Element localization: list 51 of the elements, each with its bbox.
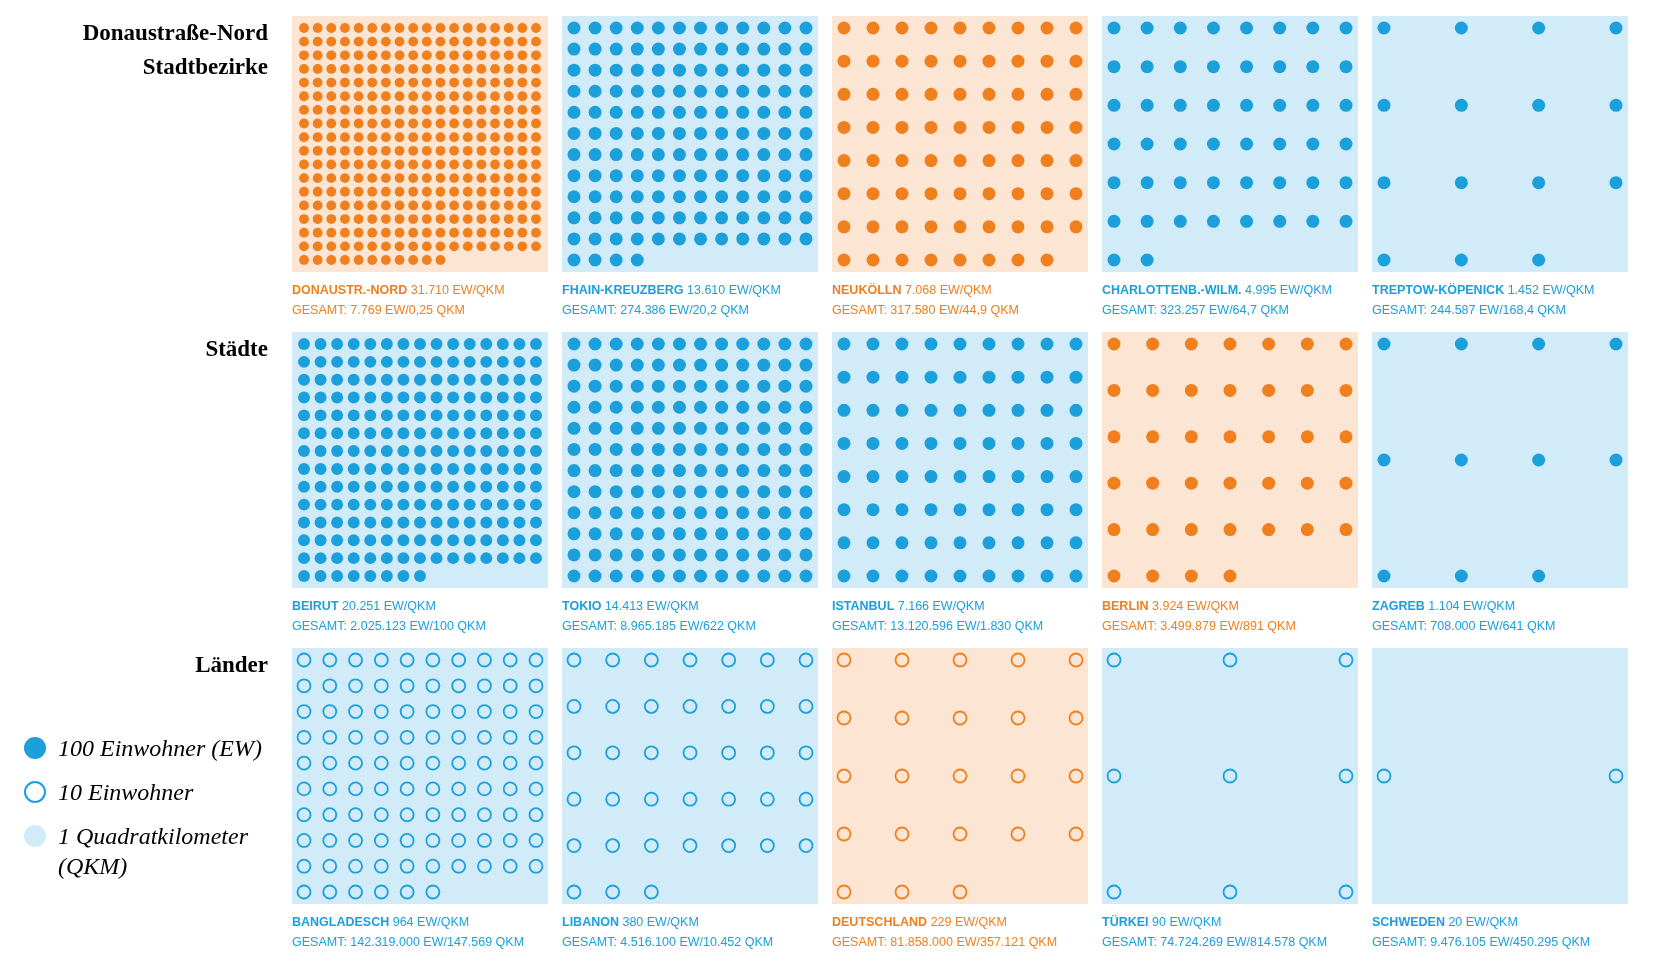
text: GESAMT: 317.580 EW/44,9 QKM (832, 302, 1020, 319)
data-label: 14.413 EW/QKM (604, 599, 699, 613)
text: GESAMT: 708.000 EW/641 QKM (1372, 618, 1557, 635)
data-label: 4.995 EW/QKM (1245, 283, 1332, 297)
category-label: DEUTSCHLAND (832, 915, 928, 929)
category-label: NEUKÖLLN (832, 283, 902, 297)
data-label: 1.452 EW/QKM (1507, 283, 1595, 297)
text: Donaustraße-Nord Stadtbezirke (81, 19, 268, 81)
data-label: 229 EW/QKM (930, 915, 1008, 929)
text: GESAMT: 74.724.269 EW/814.578 QKM (1102, 934, 1329, 951)
text: GESAMT: 274.386 EW/20,2 QKM (562, 302, 750, 319)
text: 10 Einwohner (58, 778, 194, 807)
text: 1 Quadratkilometer (QKM) (58, 822, 249, 881)
text: GESAMT: 13.120.596 EW/1.830 QKM (832, 618, 1045, 635)
category-label: LIBANON (562, 915, 619, 929)
category-label: SCHWEDEN (1372, 915, 1445, 929)
data-label: 20 EW/QKM (1448, 915, 1518, 929)
category-label: BANGLADESCH (292, 915, 390, 929)
data-label: 13.610 EW/QKM (687, 283, 781, 297)
text: GESAMT: 81.858.000 EW/357.121 QKM (832, 934, 1059, 951)
text: GESAMT: 323.257 EW/64,7 QKM (1102, 302, 1290, 319)
text: GESAMT: 9.476.105 EW/450.295 QKM (1372, 934, 1592, 951)
data-label: 7.068 EW/QKM (904, 283, 992, 297)
text: GESAMT: 2.025.123 EW/100 QKM (292, 618, 487, 635)
data-label: 20.251 EW/QKM (342, 599, 436, 613)
text: GESAMT: 142.319.000 EW/147.569 QKM (292, 934, 526, 951)
category-label: ISTANBUL (832, 599, 895, 613)
data-label: 90 EW/QKM (1152, 915, 1222, 929)
data-label: 964 EW/QKM (392, 915, 470, 929)
data-label: 1.104 EW/QKM (1428, 599, 1516, 613)
text: GESAMT: 244.587 EW/168,4 QKM (1372, 302, 1567, 319)
category-label: TOKIO (562, 599, 602, 613)
text: Länder (194, 651, 268, 679)
text: GESAMT: 7.769 EW/0,25 QKM (292, 302, 466, 319)
category-label: TREPTOW-KÖPENICK (1372, 283, 1505, 297)
category-label: ZAGREB (1372, 599, 1425, 613)
category-label: BEIRUT (292, 599, 339, 613)
data-label: 380 EW/QKM (622, 915, 699, 929)
category-label: BERLIN (1102, 599, 1149, 613)
text: GESAMT: 3.499.879 EW/891 QKM (1102, 618, 1297, 635)
text: 100 Einwohner (EW) (58, 734, 262, 763)
text: GESAMT: 4.516.100 EW/10.452 QKM (562, 934, 775, 951)
data-label: 31.710 EW/QKM (410, 283, 505, 297)
data-label: 7.166 EW/QKM (897, 599, 985, 613)
text: GESAMT: 8.965.185 EW/622 QKM (562, 618, 757, 635)
category-label: CHARLOTTENB.-WILM. (1102, 283, 1242, 297)
category-label: FHAIN-KREUZBERG (562, 283, 684, 297)
category-label: DONAUSTR.-NORD (292, 283, 408, 297)
data-label: 3.924 EW/QKM (1152, 599, 1239, 613)
text: Städte (204, 335, 268, 363)
category-label: TÜRKEI (1102, 915, 1149, 929)
